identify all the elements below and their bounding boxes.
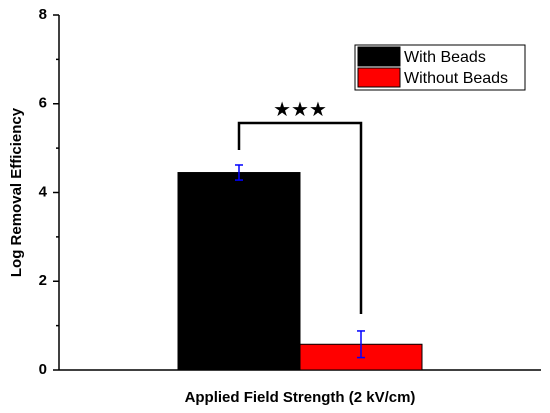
y-tick-label-2: 2: [39, 272, 47, 289]
y-axis-title: Log Removal Efficiency: [8, 107, 25, 277]
bar-with-beads: [177, 172, 301, 371]
significance-bracket-line: [237, 121, 363, 314]
y-tick-label-0: 0: [39, 361, 47, 378]
significance-bracket: ★★★: [237, 97, 363, 314]
legend-label-without-beads: Without Beads: [404, 70, 508, 87]
y-tick-label-4: 4: [39, 183, 48, 200]
y-axis-ticks: [53, 14, 59, 371]
bars: [177, 172, 423, 371]
legend-swatch-with-beads: [357, 46, 401, 67]
legend-swatch-without-beads: [357, 67, 401, 88]
significance-stars: ★★★: [273, 97, 327, 121]
y-tick-label-8: 8: [39, 6, 47, 23]
x-axis-title: Applied Field Strength (2 kV/cm): [185, 389, 416, 406]
error-bars: [235, 164, 365, 359]
legend-label-with-beads: With Beads: [404, 49, 486, 66]
y-tick-label-6: 6: [39, 95, 47, 112]
legend: With Beads Without Beads: [354, 44, 526, 91]
